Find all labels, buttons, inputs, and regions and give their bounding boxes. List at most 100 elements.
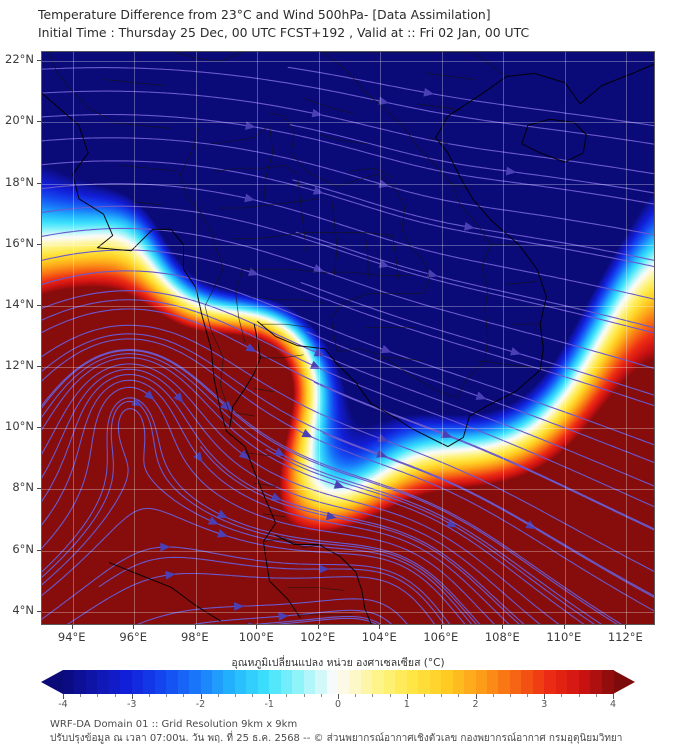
x-axis-tick <box>133 625 135 629</box>
footer-block: WRF-DA Domain 01 :: Grid Resolution 9km … <box>50 718 660 746</box>
x-axis-label: 100°E <box>238 630 274 644</box>
wind-streamline <box>42 160 654 268</box>
colorbar-segment <box>200 670 213 694</box>
wind-streamline <box>295 231 654 329</box>
colorbar-segment <box>475 670 488 694</box>
wind-direction-arrow-icon <box>173 392 184 403</box>
wind-streamline <box>273 617 378 624</box>
x-axis-tick <box>71 625 73 629</box>
y-axis-label: 12°N <box>5 358 34 373</box>
x-axis-label: 96°E <box>119 630 148 644</box>
y-axis-label: 10°N <box>5 419 34 434</box>
wind-streamline <box>322 432 654 598</box>
colorbar-segment <box>234 670 247 694</box>
administrative-border <box>416 103 461 111</box>
colorbar-minor-tick <box>320 694 322 697</box>
colorbar-minor-tick <box>166 694 168 697</box>
colorbar-major-tick <box>269 694 271 699</box>
administrative-border <box>330 195 338 276</box>
grid-line-vertical <box>195 52 197 624</box>
colorbar-segment <box>223 670 236 694</box>
wind-direction-arrow-icon <box>377 433 389 443</box>
wind-streamline <box>67 572 436 624</box>
wind-streamline <box>42 227 654 369</box>
administrative-border <box>260 323 310 328</box>
colorbar-segment <box>349 670 362 694</box>
colorbar-segment <box>567 670 580 694</box>
administrative-border <box>235 412 255 417</box>
colorbar-minor-tick <box>80 694 82 697</box>
coastline <box>109 562 221 622</box>
colorbar-extend-high-icon <box>613 670 635 694</box>
administrative-border <box>253 482 277 487</box>
wind-direction-arrow-icon <box>333 480 345 489</box>
map-overlay <box>42 52 654 624</box>
wind-streamline <box>200 446 520 624</box>
grid-line-vertical <box>318 52 320 624</box>
wind-streamline <box>42 183 654 300</box>
wind-streamline <box>42 67 654 145</box>
colorbar-minor-tick <box>458 694 460 697</box>
administrative-border <box>349 167 393 178</box>
colorbar-major-tick <box>63 694 64 699</box>
colorbar-minor-tick <box>234 694 236 697</box>
y-axis-tick <box>37 549 41 551</box>
wind-direction-arrow-icon <box>376 449 388 458</box>
wind-streamline <box>42 299 654 508</box>
colorbar-tick-label: -3 <box>127 699 137 710</box>
grid-line-horizontal <box>42 550 654 552</box>
grid-line-vertical <box>72 52 74 624</box>
y-axis-label: 16°N <box>5 235 34 250</box>
x-axis-label: 102°E <box>300 630 336 644</box>
y-axis-label: 22°N <box>5 52 34 67</box>
footer-domain-info: WRF-DA Domain 01 :: Grid Resolution 9km … <box>50 719 298 730</box>
administrative-border <box>47 52 111 120</box>
chart-title-block: Temperature Difference from 23°C and Win… <box>38 6 658 42</box>
colorbar-segment <box>372 670 385 694</box>
colorbar-minor-tick <box>372 694 374 697</box>
colorbar-major-tick <box>406 694 408 699</box>
colorbar-gradient <box>63 670 614 694</box>
wind-streamline <box>42 90 654 175</box>
wind-streamline <box>42 113 654 205</box>
wind-direction-arrow-icon <box>313 348 325 357</box>
colorbar-segment <box>326 670 339 694</box>
colorbar-segment <box>154 670 167 694</box>
administrative-border <box>263 538 323 548</box>
wind-streamline <box>300 282 654 396</box>
colorbar-major-tick <box>338 694 339 699</box>
y-axis-label: 6°N <box>12 541 34 556</box>
colorbar-minor-tick <box>286 694 288 697</box>
y-axis-label: 14°N <box>5 296 34 311</box>
wind-streamline <box>289 124 654 194</box>
y-axis-tick <box>37 121 41 123</box>
wind-direction-arrow-icon <box>475 391 487 400</box>
grid-line-horizontal <box>42 183 654 185</box>
wind-direction-arrow-icon <box>207 516 220 525</box>
administrative-border <box>180 128 234 423</box>
colorbar-major-tick <box>613 694 614 699</box>
wind-streamline <box>42 290 654 487</box>
colorbar-segment <box>429 670 442 694</box>
colorbar-segment <box>452 670 465 694</box>
colorbar-segment <box>211 670 224 694</box>
colorbar-minor-tick <box>527 694 529 697</box>
y-axis-tick <box>37 304 41 306</box>
wind-direction-arrow-icon <box>311 108 323 118</box>
administrative-border <box>269 112 430 294</box>
colorbar-tick-label: 3 <box>541 699 548 710</box>
wind-direction-arrow-icon <box>510 347 522 356</box>
administrative-border <box>364 232 369 279</box>
grid-line-vertical <box>441 52 443 624</box>
wind-direction-arrow-icon <box>319 564 330 574</box>
grid-line-horizontal <box>42 61 654 63</box>
y-axis-tick <box>37 610 41 612</box>
wind-direction-arrow-icon <box>378 259 390 268</box>
colorbar-segment <box>269 670 282 694</box>
y-axis-label: 18°N <box>5 174 34 189</box>
y-axis-label: 8°N <box>12 480 34 495</box>
administrative-border <box>133 201 163 206</box>
colorbar-segment <box>601 670 614 694</box>
coastline <box>256 76 547 448</box>
wind-direction-arrow-icon <box>325 511 337 521</box>
